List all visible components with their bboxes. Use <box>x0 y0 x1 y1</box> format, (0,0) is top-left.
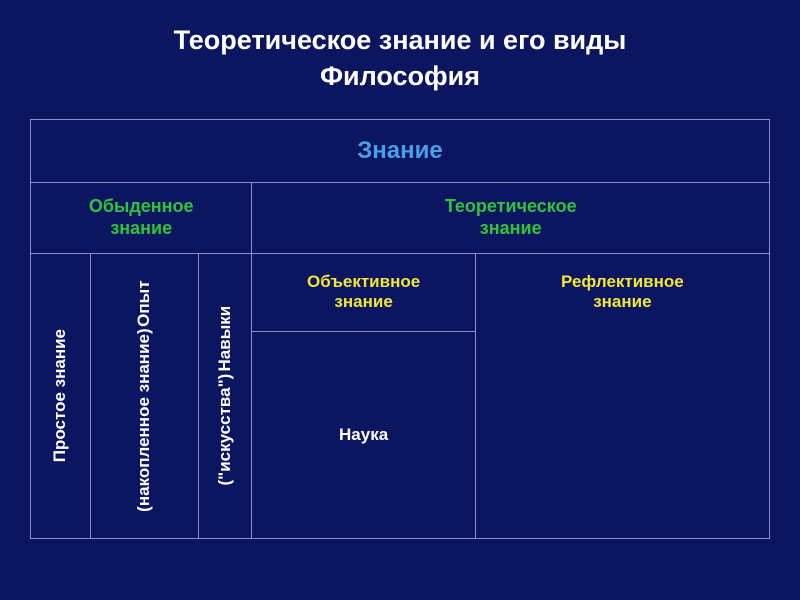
cell-reflective-knowledge: Рефлективное знание <box>476 254 769 538</box>
cell-science: Наука <box>252 332 475 538</box>
cell-everyday-knowledge: Обыденное знание <box>31 183 252 254</box>
cell-skills: ("искусства") Навыки <box>199 254 253 538</box>
reflective-l1: Рефлективное <box>561 272 684 292</box>
row-level3: Простое знание (накопленное знание) Опыт… <box>31 254 769 538</box>
vlabel-skill-l2: ("искусства") <box>215 374 235 486</box>
col-objective: Объективное знание Наука <box>252 254 475 538</box>
everyday-l2: знание <box>110 218 172 240</box>
cell-theoretical-knowledge: Теоретическое знание <box>252 183 769 254</box>
title-block: Теоретическое знание и его виды Философи… <box>174 0 627 95</box>
theoretical-l2: знание <box>480 218 542 240</box>
objective-l1: Объективное <box>307 272 420 292</box>
vlabel-exp-l2: (накопленное знание) <box>134 328 154 511</box>
vlabel-simple: Простое знание <box>50 329 70 462</box>
vlabel-exp-l1: Опыт <box>134 280 154 326</box>
cell-experience: (накопленное знание) Опыт <box>91 254 199 538</box>
page-subtitle: Философия <box>174 58 627 94</box>
objective-l2: знание <box>334 292 392 312</box>
row-level2: Обыденное знание Теоретическое знание <box>31 183 769 254</box>
table-header: Знание <box>31 120 769 183</box>
knowledge-table: Знание Обыденное знание Теоретическое зн… <box>30 119 770 539</box>
page-title: Теоретическое знание и его виды <box>174 22 627 58</box>
everyday-l1: Обыденное <box>89 196 194 218</box>
cell-objective-knowledge: Объективное знание <box>252 254 475 332</box>
vlabel-skill-l1: Навыки <box>215 306 235 372</box>
theoretical-l1: Теоретическое <box>445 196 577 218</box>
reflective-l2: знание <box>593 292 651 312</box>
cell-simple-knowledge: Простое знание <box>31 254 91 538</box>
